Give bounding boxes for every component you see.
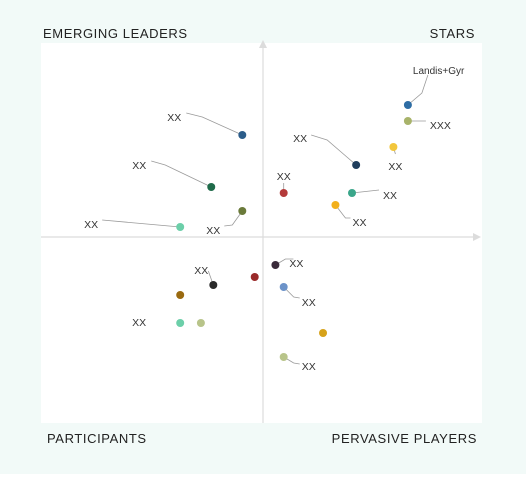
data-point — [319, 329, 328, 337]
quadrant-label-participants: PARTICIPANTS — [47, 431, 147, 446]
leader-line — [186, 112, 243, 136]
leader-line — [224, 210, 243, 227]
data-label: XX — [302, 297, 316, 309]
quadrant-label-emerging-leaders: EMERGING LEADERS — [43, 26, 188, 41]
leader-line — [311, 134, 357, 166]
data-point — [331, 201, 340, 209]
data-points — [176, 101, 412, 361]
leader-line — [102, 219, 181, 228]
data-point — [196, 319, 205, 327]
data-point — [279, 283, 288, 291]
leader-line — [407, 74, 429, 106]
data-point — [176, 223, 185, 231]
data-label: XX — [388, 161, 402, 173]
y-axis-arrow-icon — [259, 40, 267, 48]
leader-line — [151, 160, 212, 188]
data-point — [403, 101, 412, 109]
data-point — [209, 281, 218, 289]
data-label: XX — [167, 112, 181, 124]
data-label: XX — [277, 171, 291, 183]
data-point — [389, 143, 398, 151]
data-label: XX — [289, 258, 303, 270]
data-label: XX — [132, 317, 146, 329]
data-point — [238, 207, 247, 215]
data-point — [271, 261, 280, 269]
data-label: XX — [352, 217, 366, 229]
quadrant-label-pervasive-players: PERVASIVE PLAYERS — [331, 431, 477, 446]
data-point — [279, 353, 288, 361]
plot-area — [41, 43, 482, 423]
data-label: Landis+Gyr — [413, 66, 465, 77]
data-label: XX — [194, 265, 208, 277]
data-point — [352, 161, 361, 169]
leader-line — [335, 204, 351, 219]
data-point — [250, 273, 259, 281]
data-point — [238, 131, 247, 139]
quadrant-label-stars: STARS — [429, 26, 475, 41]
data-label: XX — [206, 225, 220, 237]
data-point — [348, 189, 357, 197]
data-point — [176, 291, 185, 299]
x-axis-arrow-icon — [473, 233, 481, 241]
data-label: XX — [132, 160, 146, 172]
axes — [41, 40, 481, 423]
data-label: XX — [293, 133, 307, 145]
data-point — [403, 117, 412, 125]
data-label: XX — [302, 361, 316, 373]
data-point — [176, 319, 185, 327]
leader-line — [351, 189, 380, 194]
data-label: XX — [383, 190, 397, 202]
data-label: XX — [84, 219, 98, 231]
leader-line — [283, 286, 300, 299]
data-point — [207, 183, 216, 191]
data-label: XXX — [430, 120, 451, 132]
data-labels: Landis+GyrXXXXXXXXXXXXXXXXXXXXXXXXXXXXXX… — [84, 66, 465, 373]
leader-lines — [102, 74, 429, 365]
data-point — [279, 189, 288, 197]
